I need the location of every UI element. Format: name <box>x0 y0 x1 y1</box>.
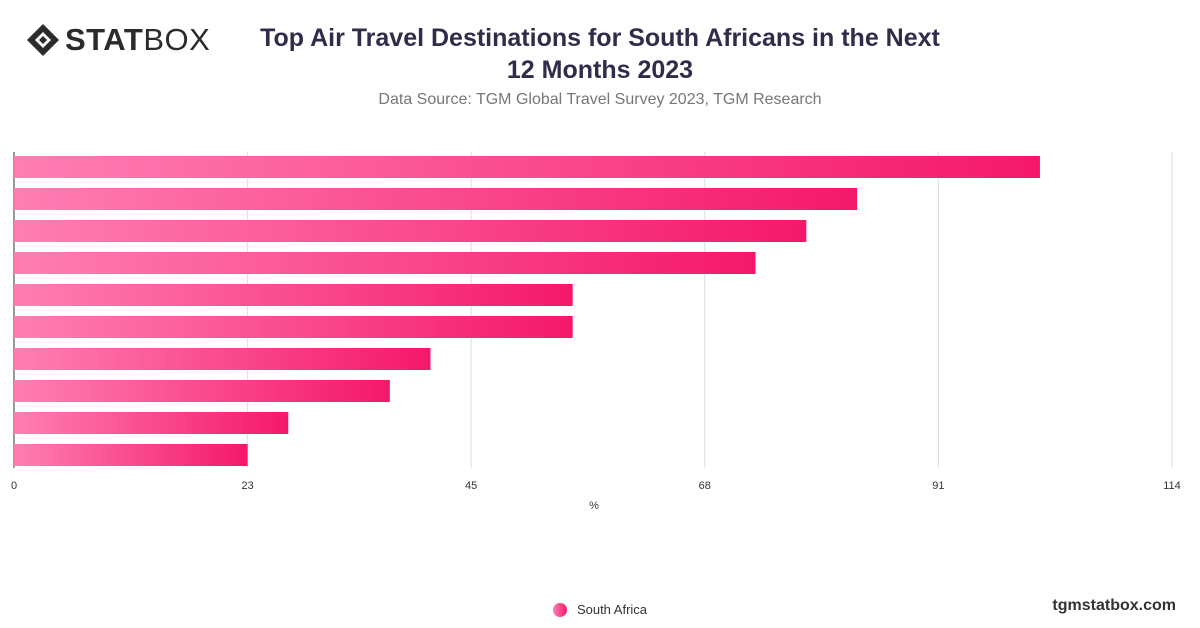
bar-chart: 0 23 45 68 91 114 % <box>11 152 1181 512</box>
bars <box>14 156 1040 466</box>
bar[interactable] <box>14 284 573 306</box>
x-tick-label: 91 <box>932 480 944 492</box>
x-tick-label: 68 <box>699 480 711 492</box>
logo-wordmark-thin: BOX <box>143 22 211 57</box>
bar[interactable] <box>14 220 807 242</box>
watermark: tgmstatbox.com <box>1052 597 1176 614</box>
logo-wordmark: STATBOX <box>65 22 210 58</box>
x-tick-label: 114 <box>1163 480 1181 492</box>
statbox-logo: STATBOX <box>26 22 210 58</box>
bar[interactable] <box>14 412 289 434</box>
logo-wordmark-bold: STAT <box>65 22 144 57</box>
bar[interactable] <box>14 252 756 274</box>
x-tick-label: 45 <box>465 480 477 492</box>
x-tick-labels: 0 23 45 68 91 114 <box>11 480 1181 492</box>
x-tick-label: 0 <box>11 480 17 492</box>
bar[interactable] <box>14 380 390 402</box>
x-tick-label: 23 <box>242 480 254 492</box>
legend-label: South Africa <box>576 602 648 617</box>
bar[interactable] <box>14 348 431 370</box>
statbox-diamond-icon <box>27 24 59 56</box>
bar[interactable] <box>14 444 248 466</box>
legend-marker-icon <box>552 602 567 617</box>
chart-subtitle: Data Source: TGM Global Travel Survey 20… <box>378 91 822 108</box>
legend[interactable]: South Africa <box>0 602 1200 617</box>
bar[interactable] <box>14 188 858 210</box>
bar[interactable] <box>14 156 1040 178</box>
chart-title: Top Air Travel Destinations for South Af… <box>260 24 940 84</box>
x-axis-label: % <box>589 500 599 512</box>
bar[interactable] <box>14 316 573 338</box>
